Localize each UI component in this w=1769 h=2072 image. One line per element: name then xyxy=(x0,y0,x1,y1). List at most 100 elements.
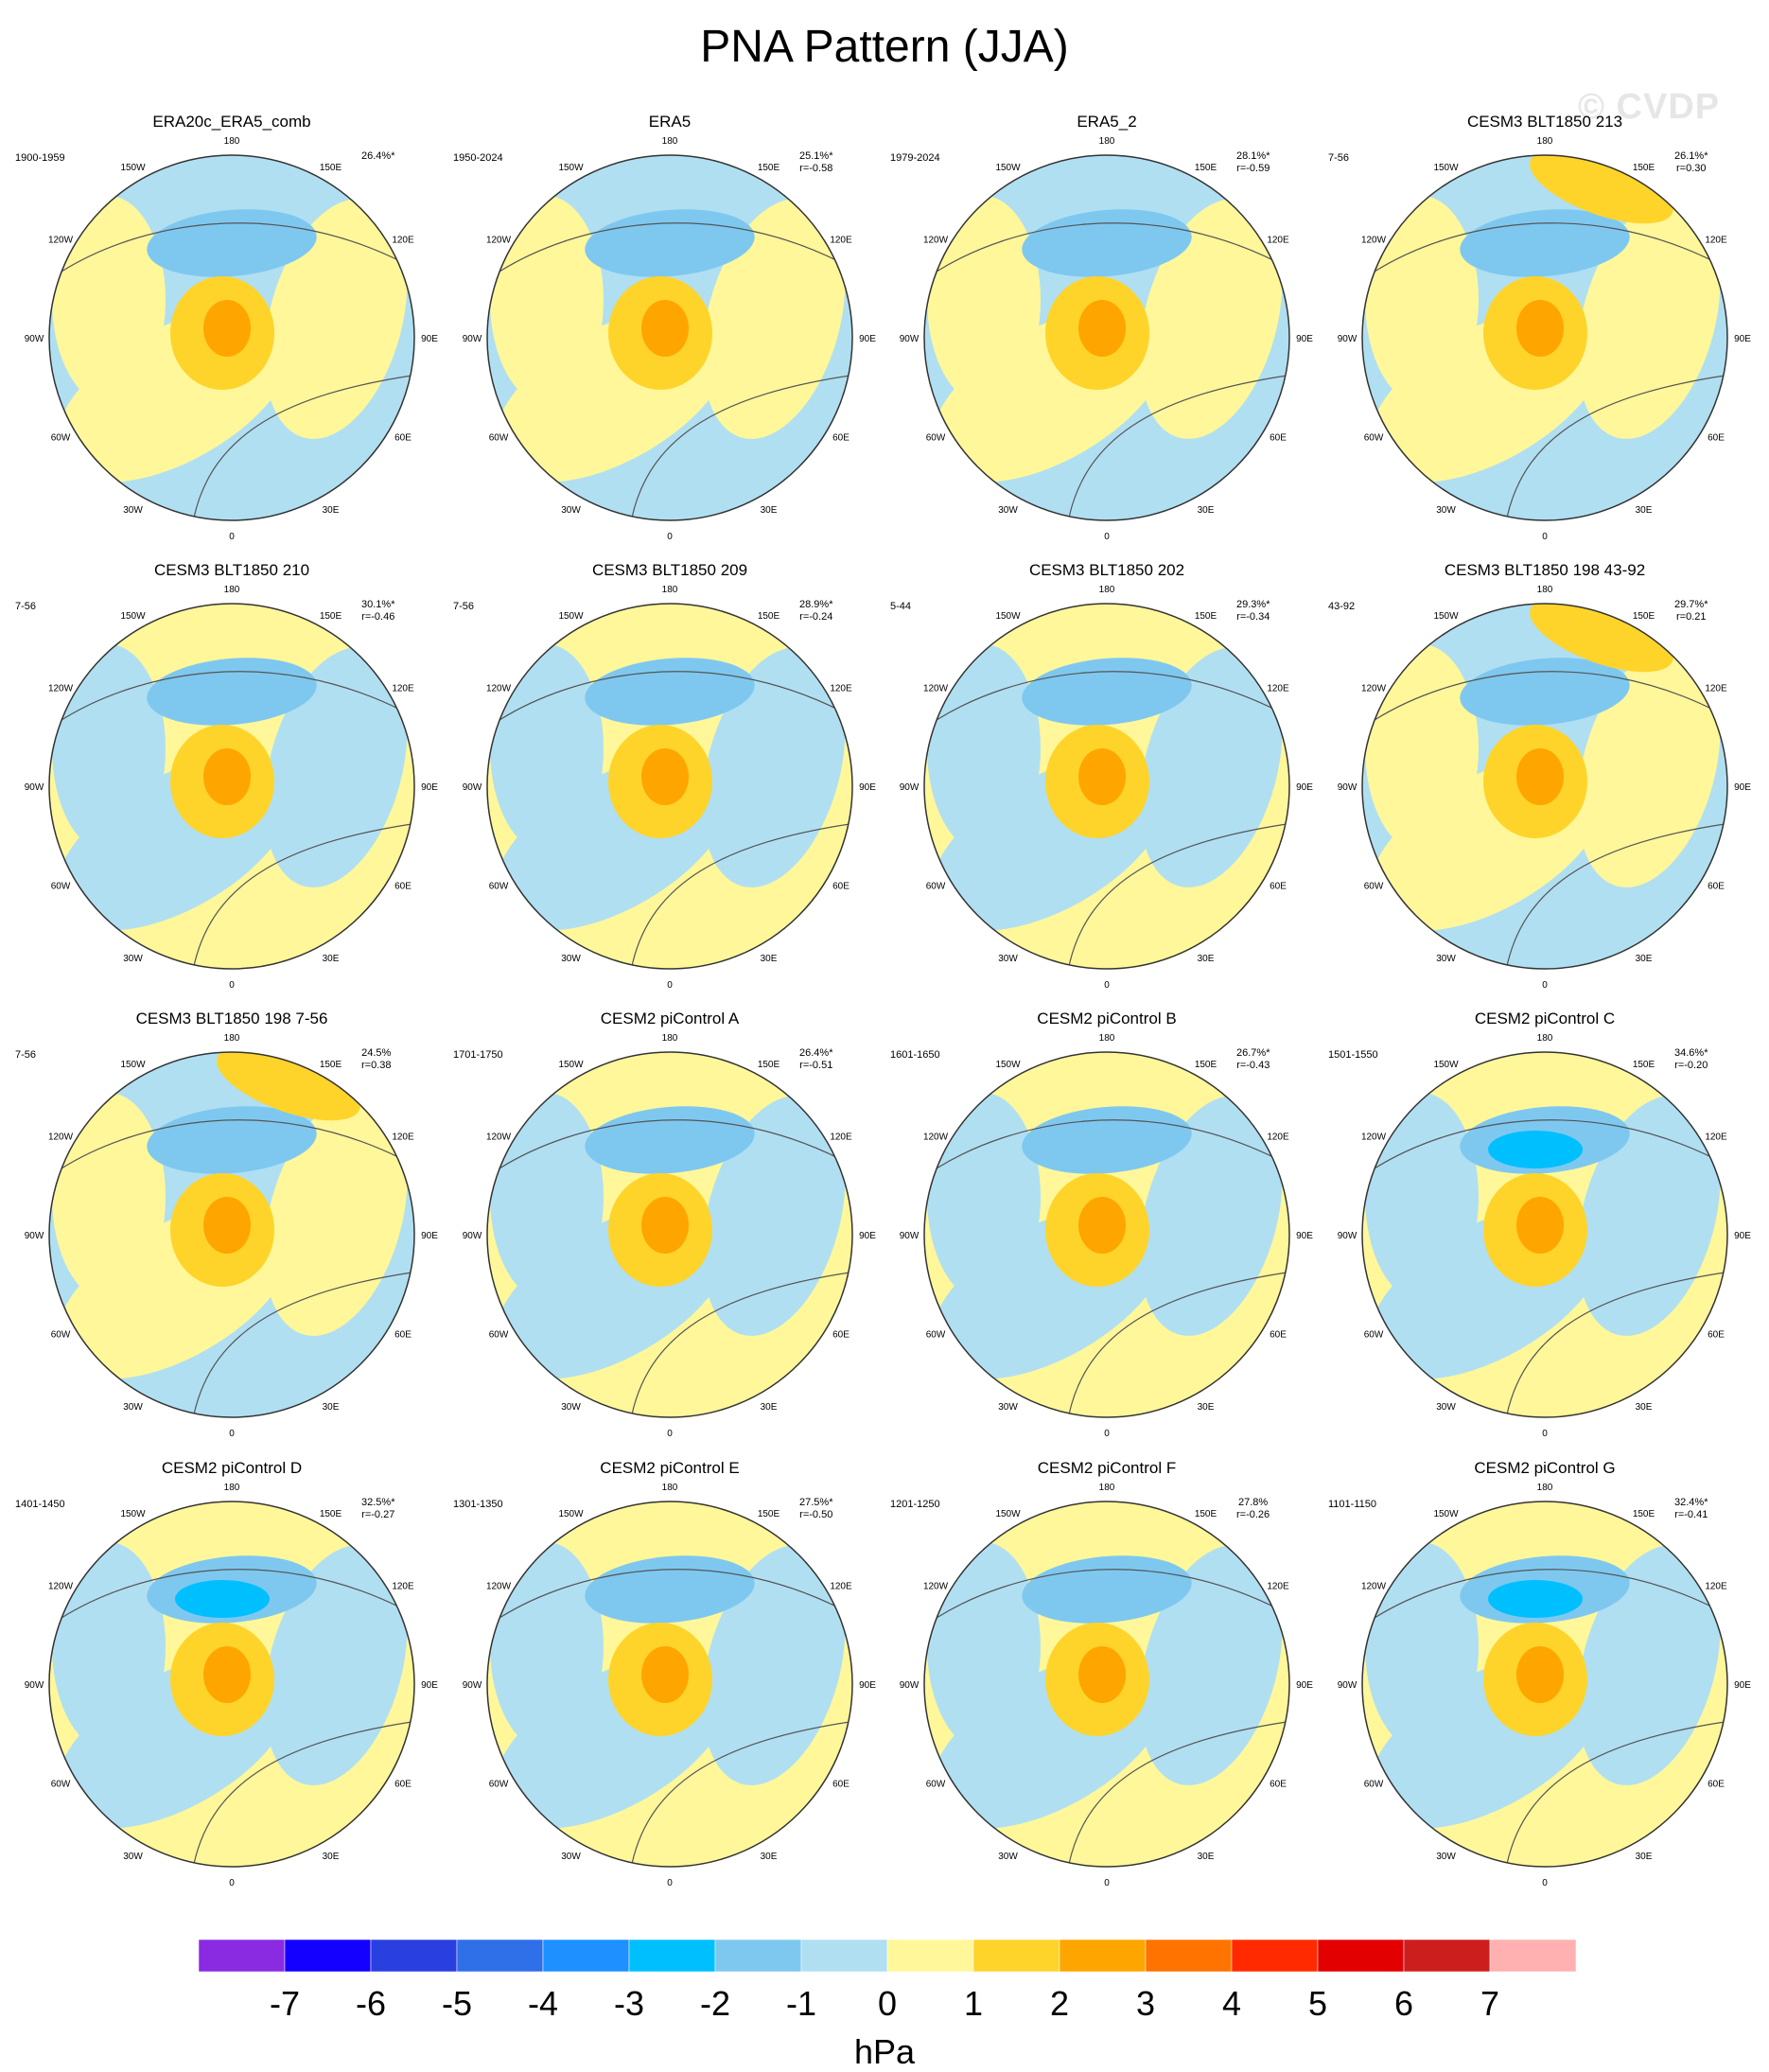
explained-variance: 26.7%* xyxy=(1236,1047,1270,1059)
map-panel: CESM2 piControl C 1501-1550 34.6%* r=-0.20 1… xyxy=(1324,1010,1765,1454)
panel-stats: 27.5%* r=-0.50 xyxy=(799,1497,832,1521)
positive-anomaly xyxy=(1530,155,1673,224)
longitude-label: 120E xyxy=(830,236,852,246)
panel-stats: 26.4%* xyxy=(361,150,394,163)
longitude-label: 90W xyxy=(25,782,44,793)
polar-map: 180 150E 120E 90E 60E 30E 0 30W 60W 90W 120W 150W xyxy=(463,1483,877,1888)
explained-variance: 28.9%* xyxy=(799,599,833,610)
longitude-label: 30W xyxy=(123,954,143,964)
panel-stats: 32.5%* r=-0.27 xyxy=(361,1497,394,1521)
map-panel: CESM3 BLT1850 213 7-56 26.1%* r=0.30 180 150E… xyxy=(1324,113,1765,557)
longitude-label: 30W xyxy=(123,1852,143,1862)
panel-years: 1979-2024 xyxy=(890,152,940,164)
pattern-correlation: r=-0.51 xyxy=(799,1060,833,1071)
longitude-label: 150W xyxy=(120,611,146,622)
longitude-label: 60E xyxy=(1270,1330,1287,1341)
longitude-label: 0 xyxy=(1542,980,1548,991)
longitude-label: 60E xyxy=(394,882,412,892)
pattern-correlation: r=-0.20 xyxy=(1674,1060,1708,1071)
longitude-label: 90W xyxy=(463,782,482,793)
map-panel: CESM2 piControl B 1601-1650 26.7%* r=-0.43 1… xyxy=(886,1010,1327,1454)
panel-stats: 24.5% r=0.38 xyxy=(361,1047,392,1072)
longitude-label: 30E xyxy=(761,954,778,964)
longitude-label: 150E xyxy=(320,611,342,622)
negative-anomaly xyxy=(1488,1580,1583,1618)
panel-years: 7-56 xyxy=(15,601,37,612)
longitude-label: 150E xyxy=(320,163,342,173)
longitude-label: 120W xyxy=(486,1582,512,1592)
colorbar-swatch xyxy=(198,1939,286,1973)
longitude-label: 150W xyxy=(120,1509,146,1519)
longitude-label: 150W xyxy=(558,611,584,622)
longitude-label: 150W xyxy=(995,1060,1021,1070)
longitude-label: 60W xyxy=(1364,1330,1384,1341)
colorbar-tick-label: 1 xyxy=(964,1984,983,2023)
longitude-label: 60W xyxy=(1364,433,1384,444)
anomaly-region xyxy=(702,199,846,439)
panel-stats: 25.1%* r=-0.58 xyxy=(799,150,832,175)
panel-stats: 26.4%* r=-0.51 xyxy=(799,1047,832,1072)
longitude-label: 150E xyxy=(1633,1509,1655,1519)
panel-title: CESM3 BLT1850 198 43-92 xyxy=(1444,561,1646,579)
polar-map: 180 150E 120E 90E 60E 30E 0 30W 60W 90W 120W 150W xyxy=(463,585,877,991)
colorbar-swatch xyxy=(714,1939,802,1973)
longitude-label: 150E xyxy=(320,1509,342,1519)
positive-anomaly xyxy=(1078,1646,1126,1703)
anomaly-region xyxy=(1577,1545,1721,1785)
longitude-label: 30E xyxy=(1636,954,1653,964)
longitude-label: 30E xyxy=(1636,1852,1653,1862)
longitude-label: 60W xyxy=(926,1330,946,1341)
longitude-label: 120W xyxy=(1361,1133,1387,1143)
longitude-label: 90W xyxy=(900,334,920,344)
longitude-label: 180 xyxy=(662,1033,678,1044)
colorbar-swatch xyxy=(370,1939,458,1973)
map-panel: CESM3 BLT1850 198 43-92 43-92 29.7%* r=0.21… xyxy=(1324,561,1765,1006)
panel-title: CESM2 piControl F xyxy=(1037,1459,1177,1477)
longitude-label: 60E xyxy=(1270,433,1287,444)
longitude-label: 120E xyxy=(1705,1582,1727,1592)
longitude-label: 120E xyxy=(830,1133,852,1143)
longitude-label: 90W xyxy=(1338,1231,1357,1241)
positive-anomaly xyxy=(1530,604,1673,673)
longitude-label: 120W xyxy=(48,236,74,246)
colorbar-tick-label: 0 xyxy=(878,1984,897,2023)
panel-stats: 26.7%* r=-0.43 xyxy=(1236,1047,1270,1072)
map-panel: CESM3 BLT1850 210 7-56 30.1%* r=-0.46 180 150… xyxy=(11,561,452,1006)
explained-variance: 29.7%* xyxy=(1674,599,1708,610)
longitude-label: 120W xyxy=(923,1582,949,1592)
longitude-label: 60E xyxy=(1270,1780,1287,1790)
longitude-label: 30W xyxy=(561,1852,581,1862)
longitude-label: 120E xyxy=(392,684,414,694)
longitude-label: 120E xyxy=(392,1582,414,1592)
longitude-label: 90E xyxy=(421,782,438,793)
longitude-label: 90E xyxy=(859,782,876,793)
longitude-label: 150W xyxy=(1433,163,1459,173)
longitude-label: 30W xyxy=(123,505,143,516)
longitude-label: 60W xyxy=(1364,1780,1384,1790)
panel-years: 1101-1150 xyxy=(1328,1499,1376,1510)
longitude-label: 60E xyxy=(1708,882,1725,892)
longitude-label: 0 xyxy=(667,532,673,542)
panel-years: 43-92 xyxy=(1328,601,1356,612)
longitude-label: 90E xyxy=(859,334,876,344)
longitude-label: 90W xyxy=(463,1231,482,1241)
positive-anomaly xyxy=(641,300,689,357)
longitude-label: 180 xyxy=(224,585,240,595)
longitude-label: 60W xyxy=(926,1780,946,1790)
longitude-label: 60E xyxy=(1708,1330,1725,1341)
positive-anomaly xyxy=(1078,300,1126,357)
panel-stats: 34.6%* r=-0.20 xyxy=(1674,1047,1708,1072)
longitude-label: 30W xyxy=(1436,505,1456,516)
map-panel: CESM2 piControl F 1201-1250 27.8% r=-0.26 18… xyxy=(886,1459,1327,1904)
panel-stats: 28.9%* r=-0.24 xyxy=(799,599,832,623)
polar-map: 180 150E 120E 90E 60E 30E 0 30W 60W 90W 120W 150W xyxy=(1338,1033,1752,1439)
explained-variance: 28.1%* xyxy=(1236,150,1270,162)
longitude-label: 150W xyxy=(558,163,584,173)
longitude-label: 120E xyxy=(830,1582,852,1592)
longitude-label: 90W xyxy=(1338,334,1357,344)
panel-stats: 30.1%* r=-0.46 xyxy=(361,599,394,623)
colorbar-tick-label: -1 xyxy=(786,1984,816,2023)
longitude-label: 0 xyxy=(1542,1429,1548,1439)
longitude-label: 120E xyxy=(1267,684,1289,694)
positive-anomaly xyxy=(641,1197,689,1254)
